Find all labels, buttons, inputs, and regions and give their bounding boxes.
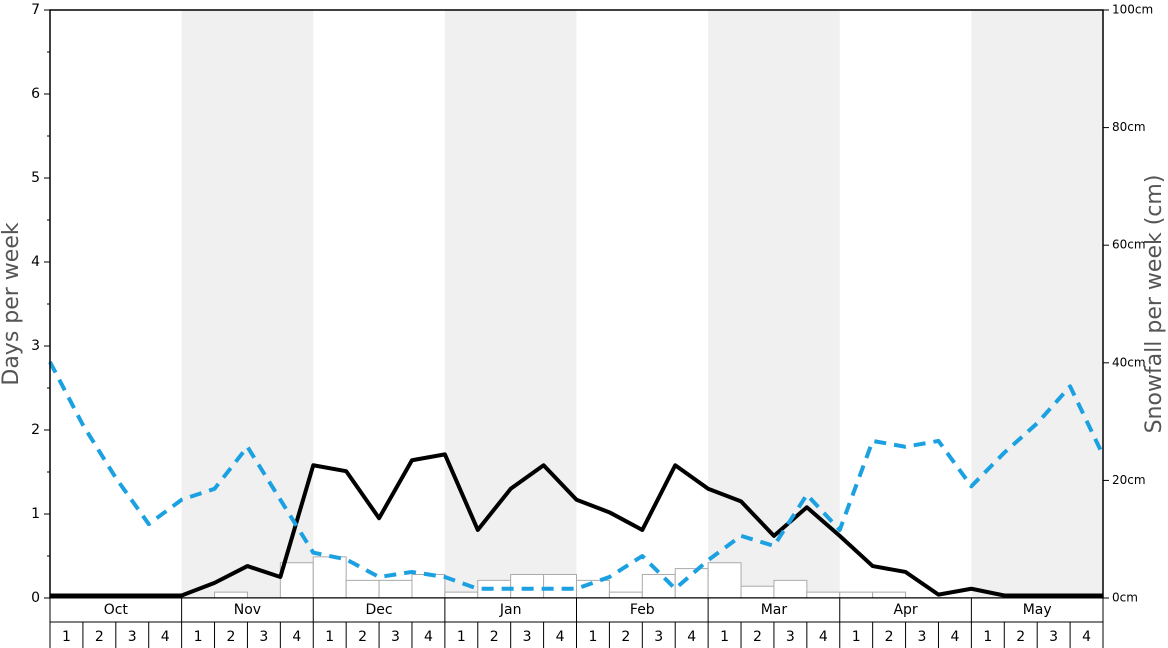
week-label: 1: [852, 629, 861, 645]
bar: [740, 585, 775, 599]
week-label: 3: [654, 629, 663, 645]
week-label: 3: [786, 629, 795, 645]
week-label: 4: [819, 629, 828, 645]
bar: [543, 573, 577, 599]
week-label: 2: [95, 629, 104, 645]
month-shade: [181, 10, 314, 598]
week-label: 2: [358, 629, 367, 645]
y-tick-label: 6: [31, 86, 40, 102]
bar: [872, 591, 907, 599]
week-label: 1: [457, 629, 466, 645]
bar: [839, 591, 874, 599]
month-label: Feb: [630, 602, 655, 618]
y-tick-label: 3: [31, 338, 40, 354]
bar: [378, 579, 413, 599]
bar: [214, 591, 248, 599]
week-label: 1: [588, 629, 597, 645]
bar: [576, 579, 610, 599]
bar: [411, 573, 446, 599]
y-axis-title: Days per week: [0, 222, 24, 385]
month-label: Mar: [761, 602, 788, 618]
week-label: 2: [885, 629, 894, 645]
week-label: 4: [161, 629, 170, 645]
week-label: 3: [391, 629, 400, 645]
week-label: 3: [259, 629, 268, 645]
week-label: 2: [753, 629, 762, 645]
week-label: 4: [424, 629, 433, 645]
week-label: 3: [918, 629, 927, 645]
y-tick-label: 1: [31, 506, 40, 522]
month-label: May: [1023, 602, 1052, 618]
bar: [279, 562, 314, 599]
y-tick-label: 5: [31, 170, 40, 186]
month-label: Nov: [234, 602, 261, 618]
week-label: 3: [128, 629, 137, 645]
bar: [345, 579, 380, 599]
month-label: Dec: [366, 602, 393, 618]
week-label: 3: [1049, 629, 1058, 645]
bar: [608, 591, 643, 599]
week-label: 1: [194, 629, 203, 645]
week-label: 2: [621, 629, 630, 645]
month-shade: [708, 10, 840, 598]
week-label: 2: [227, 629, 236, 645]
bar: [510, 573, 545, 599]
bar: [806, 591, 841, 599]
y-tick-label: 4: [31, 254, 40, 270]
month-shade: [971, 10, 1103, 598]
month-label: Oct: [104, 602, 129, 618]
bar: [707, 562, 742, 599]
week-label: 4: [950, 629, 959, 645]
line-series: [48, 361, 1105, 591]
week-label: 4: [1082, 629, 1091, 645]
week-label: 4: [292, 629, 301, 645]
y2-tick-label: 80cm: [1112, 120, 1146, 134]
y-tick-label: 0: [31, 590, 40, 606]
line-series: [50, 452, 1103, 598]
week-label: 1: [325, 629, 334, 645]
week-label: 2: [1016, 629, 1025, 645]
week-label: 1: [983, 629, 992, 645]
month-label: Apr: [893, 602, 917, 618]
y2-tick-label: 20cm: [1112, 473, 1146, 487]
bar: [312, 556, 347, 599]
month-shade: [444, 10, 577, 598]
month-label: Jan: [499, 602, 522, 618]
week-label: 3: [523, 629, 532, 645]
bar: [773, 579, 808, 599]
y-tick-label: 7: [31, 2, 40, 18]
week-label: 4: [687, 629, 696, 645]
y2-tick-label: 60cm: [1112, 238, 1146, 252]
y-tick-label: 2: [31, 422, 40, 438]
week-label: 4: [556, 629, 565, 645]
week-label: 1: [720, 629, 729, 645]
week-label: 2: [490, 629, 499, 645]
y2-tick-label: 100cm: [1112, 3, 1153, 17]
bar: [444, 591, 479, 599]
y2-tick-label: 0cm: [1112, 591, 1138, 605]
week-label: 1: [62, 629, 71, 645]
y2-axis-title: Snowfall per week (cm): [1142, 175, 1167, 434]
y2-tick-label: 40cm: [1112, 355, 1146, 369]
